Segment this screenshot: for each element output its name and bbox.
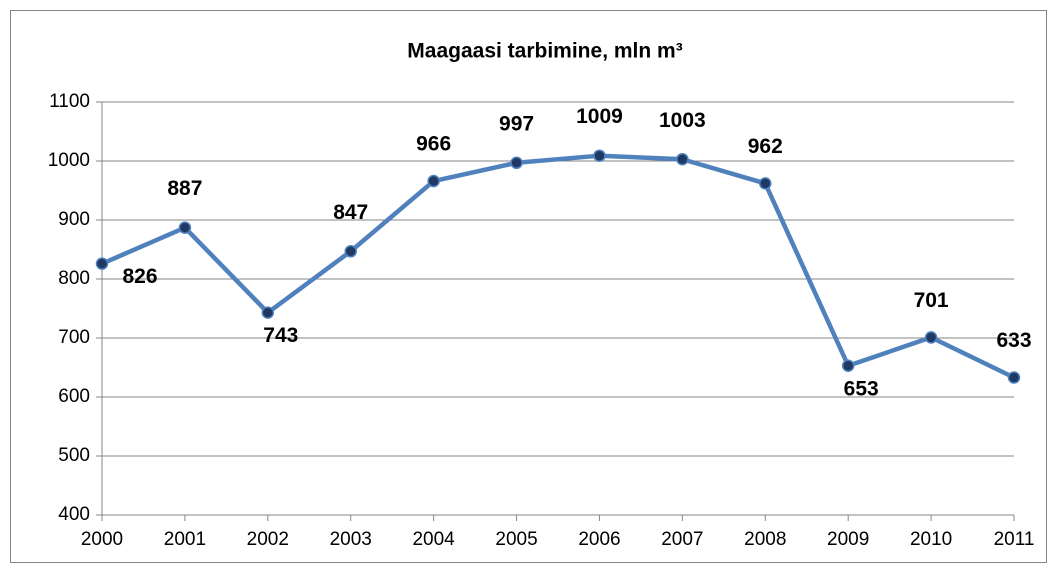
y-tick-label: 1000: [48, 150, 90, 171]
data-label: 743: [263, 324, 298, 347]
chart-border: [10, 10, 1047, 563]
x-tick-label: 2009: [827, 529, 869, 550]
data-label: 1003: [659, 109, 706, 132]
data-label: 701: [914, 289, 949, 312]
data-point: [924, 331, 938, 344]
chart-title: Maagaasi tarbimine, mln m³: [407, 40, 682, 63]
data-point: [510, 156, 523, 170]
y-tick-label: 700: [58, 327, 90, 348]
data-point: [344, 245, 357, 258]
data-point: [593, 149, 606, 162]
data-label: 653: [844, 377, 879, 400]
data-point: [178, 221, 192, 234]
x-tick-label: 2010: [910, 529, 952, 550]
x-tick-label: 2004: [412, 529, 455, 550]
x-tick-label: 2000: [81, 529, 123, 550]
x-tick-label: 2002: [247, 529, 289, 550]
x-tick-label: 2008: [744, 529, 786, 550]
data-point: [676, 152, 689, 166]
x-tick-label: 2003: [330, 529, 372, 550]
data-label: 1009: [576, 105, 623, 128]
y-tick-label: 1100: [49, 91, 90, 112]
data-label: 847: [333, 201, 368, 224]
y-tick-label: 900: [58, 209, 90, 230]
data-point: [1007, 371, 1021, 384]
data-point: [95, 257, 109, 270]
y-tick-label: 500: [58, 445, 90, 466]
x-tick-label: 2005: [495, 529, 537, 550]
x-tick-label: 2011: [994, 529, 1035, 550]
data-label: 887: [167, 177, 202, 200]
series-line: [101, 153, 1015, 380]
data-label: 826: [122, 265, 157, 288]
y-tick-label: 600: [58, 386, 90, 407]
data-label: 962: [748, 135, 783, 158]
x-tick-label: 2006: [578, 529, 620, 550]
data-point: [841, 359, 855, 372]
x-tick-label: 2001: [164, 529, 206, 550]
data-point: [759, 177, 772, 190]
data-point: [427, 174, 440, 188]
y-tick-label: 800: [58, 268, 90, 289]
data-label: 966: [416, 133, 451, 156]
data-label: 997: [499, 112, 534, 135]
data-label: 633: [996, 329, 1031, 352]
data-point: [261, 306, 275, 319]
y-tick-label: 400: [58, 504, 90, 525]
x-tick-label: 2007: [661, 529, 703, 550]
